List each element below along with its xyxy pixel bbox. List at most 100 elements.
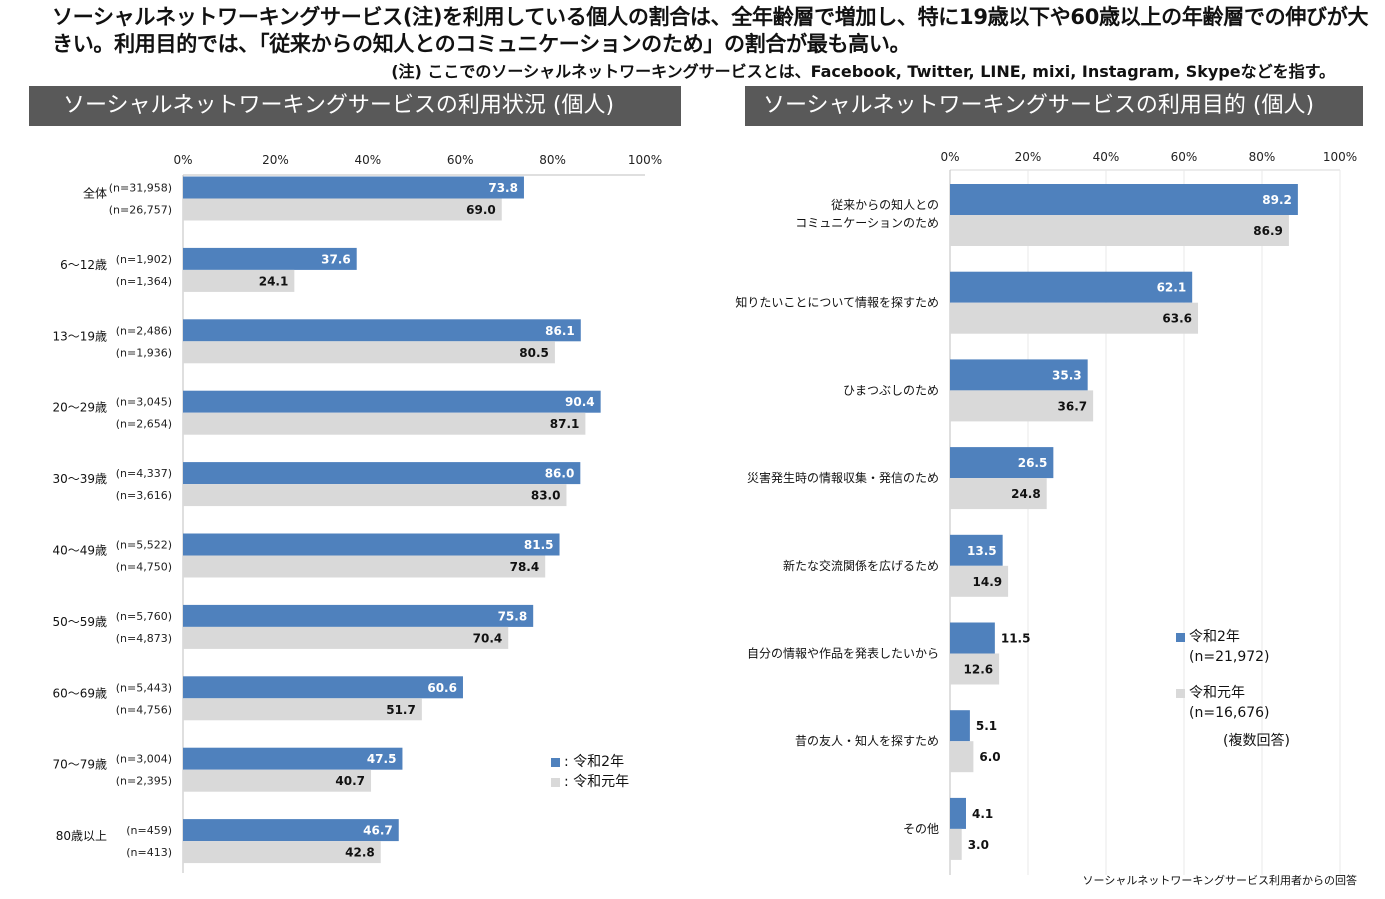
bar-r1-2 [183, 341, 555, 364]
bar-r1-4 [183, 484, 567, 507]
bar-r2-7 [183, 676, 463, 699]
data-label-r2: 75.8 [498, 609, 528, 623]
category-label: 従来からの知人との [831, 198, 939, 212]
data-label-r2: 90.4 [565, 395, 595, 409]
tick-label: 20% [262, 153, 289, 167]
bar-r2-2 [950, 359, 1088, 391]
data-label-r2: 26.5 [1018, 456, 1048, 470]
sample-size-r1: (n=4,756) [116, 703, 172, 716]
data-label-r1: 14.9 [973, 575, 1003, 589]
sample-size-r2: (n=5,443) [116, 681, 172, 694]
data-label-r2: 47.5 [367, 752, 397, 766]
legend-swatch-r2 [1176, 632, 1185, 642]
tick-label: 80% [1249, 150, 1276, 164]
sample-size-r1: (n=2,654) [116, 418, 172, 431]
sample-size-r2: (n=31,958) [109, 182, 172, 195]
sample-size-r2: (n=2,486) [116, 324, 172, 337]
data-label-r2: 11.5 [1001, 632, 1031, 646]
sample-size-r1: (n=1,364) [116, 275, 172, 288]
legend-label-r2: 令和2年 [1189, 629, 1240, 645]
data-label-r1: 12.6 [964, 663, 994, 677]
legend-n-r1: (n=16,676) [1189, 705, 1270, 721]
bar-r1-5 [950, 653, 1000, 685]
bar-r1-7 [183, 698, 422, 721]
legend-swatch-r1 [551, 777, 560, 787]
bar-r2-4 [950, 534, 1003, 566]
right-legend: 令和2年 (n=21,972) 令和元年 (n=16,676) (複数回答) [1176, 627, 1290, 751]
bar-r1-6 [183, 626, 509, 649]
data-label-r2: 4.1 [972, 807, 993, 821]
tick-label: 0% [940, 150, 959, 164]
tick-label: 40% [354, 153, 381, 167]
category-label: 30～39歳 [52, 472, 107, 486]
tick-label: 60% [1171, 150, 1198, 164]
category-label: 60～69歳 [52, 686, 107, 700]
data-label-r1: 24.8 [1011, 487, 1041, 501]
data-label-r2: 60.6 [427, 681, 457, 695]
tick-label: 60% [447, 153, 474, 167]
category-label: 13～19歳 [52, 329, 107, 343]
category-label: 知りたいことについて情報を探すため [735, 296, 939, 310]
data-label-r2: 46.7 [363, 824, 393, 838]
bar-r2-0 [183, 176, 524, 199]
bar-r1-5 [183, 555, 546, 578]
data-label-r1: 6.0 [979, 750, 1000, 764]
bar-r1-4 [950, 565, 1009, 597]
tick-label: 20% [1015, 150, 1042, 164]
category-label: コミュニケーションのため [795, 216, 939, 230]
category-label: 40～49歳 [52, 544, 107, 558]
usage-purpose-chart: 0% 20% 40% 60% 80% 100% 89.2 86.9 従来からの知人とのコミュニケ… [735, 150, 1357, 875]
note: (注) ここでのソーシャルネットワーキングサービスとは、Facebook, Tw… [391, 62, 1335, 81]
sample-size-r1: (n=4,873) [116, 632, 172, 645]
data-label-r1: 83.0 [531, 489, 561, 503]
bar-r2-6 [183, 604, 534, 627]
sample-size-r1: (n=4,750) [116, 561, 172, 574]
sample-size-r2: (n=5,522) [116, 539, 172, 552]
legend-item-r1: 令和元年 (n=16,676) [1176, 683, 1290, 723]
bar-r2-4 [183, 462, 581, 485]
bar-r2-0 [950, 184, 1298, 215]
data-label-r2: 86.1 [545, 324, 575, 338]
legend-item-r1: : 令和元年 [551, 772, 629, 792]
sample-size-r2: (n=1,902) [116, 253, 172, 266]
sample-size-r2: (n=4,337) [116, 467, 172, 480]
bar-r1-0 [183, 198, 502, 221]
data-label-r1: 42.8 [345, 846, 375, 860]
data-label-r1: 63.6 [1162, 312, 1192, 326]
data-label-r1: 70.4 [473, 631, 503, 645]
category-label: 自分の情報や作品を発表したいから [747, 647, 939, 661]
bar-r2-3 [950, 447, 1054, 479]
bar-r1-8 [183, 769, 372, 792]
data-label-r2: 13.5 [967, 544, 997, 558]
data-label-r1: 3.0 [968, 838, 989, 852]
sample-size-r2: (n=3,004) [116, 753, 172, 766]
bar-r2-5 [183, 533, 560, 556]
tick-label: 0% [173, 153, 192, 167]
usage-by-age-chart: 0% 20% 40% 60% 80% 100% 73.8 69.0 (n=31,958) (n=2… [52, 153, 662, 873]
left-legend: : 令和2年 : 令和元年 [551, 752, 629, 792]
data-label-r2: 5.1 [976, 719, 997, 733]
bar-r1-0 [950, 215, 1289, 246]
legend-item-r2: 令和2年 (n=21,972) [1176, 627, 1290, 667]
bar-r1-1 [950, 302, 1199, 334]
legend-n-r2: (n=21,972) [1189, 649, 1270, 665]
bar-r1-1 [183, 269, 295, 292]
data-label-r2: 37.6 [321, 252, 351, 266]
bar-r2-9 [183, 819, 399, 842]
data-label-r2: 62.1 [1157, 281, 1187, 295]
bar-r2-1 [183, 247, 357, 270]
bar-r1-3 [950, 478, 1047, 510]
bar-r2-1 [950, 271, 1193, 303]
category-label: 昔の友人・知人を探すため [795, 734, 939, 748]
legend-swatch-r2 [551, 757, 560, 767]
category-label: 全体 [83, 186, 107, 201]
data-label-r1: 40.7 [335, 774, 365, 788]
legend-swatch-r1 [1176, 688, 1185, 698]
bar-r1-9 [183, 841, 381, 864]
tick-label: 40% [1093, 150, 1120, 164]
data-label-r2: 89.2 [1262, 193, 1292, 207]
data-label-r1: 80.5 [519, 346, 549, 360]
legend-label-r2: : 令和2年 [564, 754, 625, 770]
tick-label: 100% [628, 153, 662, 167]
bar-r2-7 [950, 797, 966, 829]
